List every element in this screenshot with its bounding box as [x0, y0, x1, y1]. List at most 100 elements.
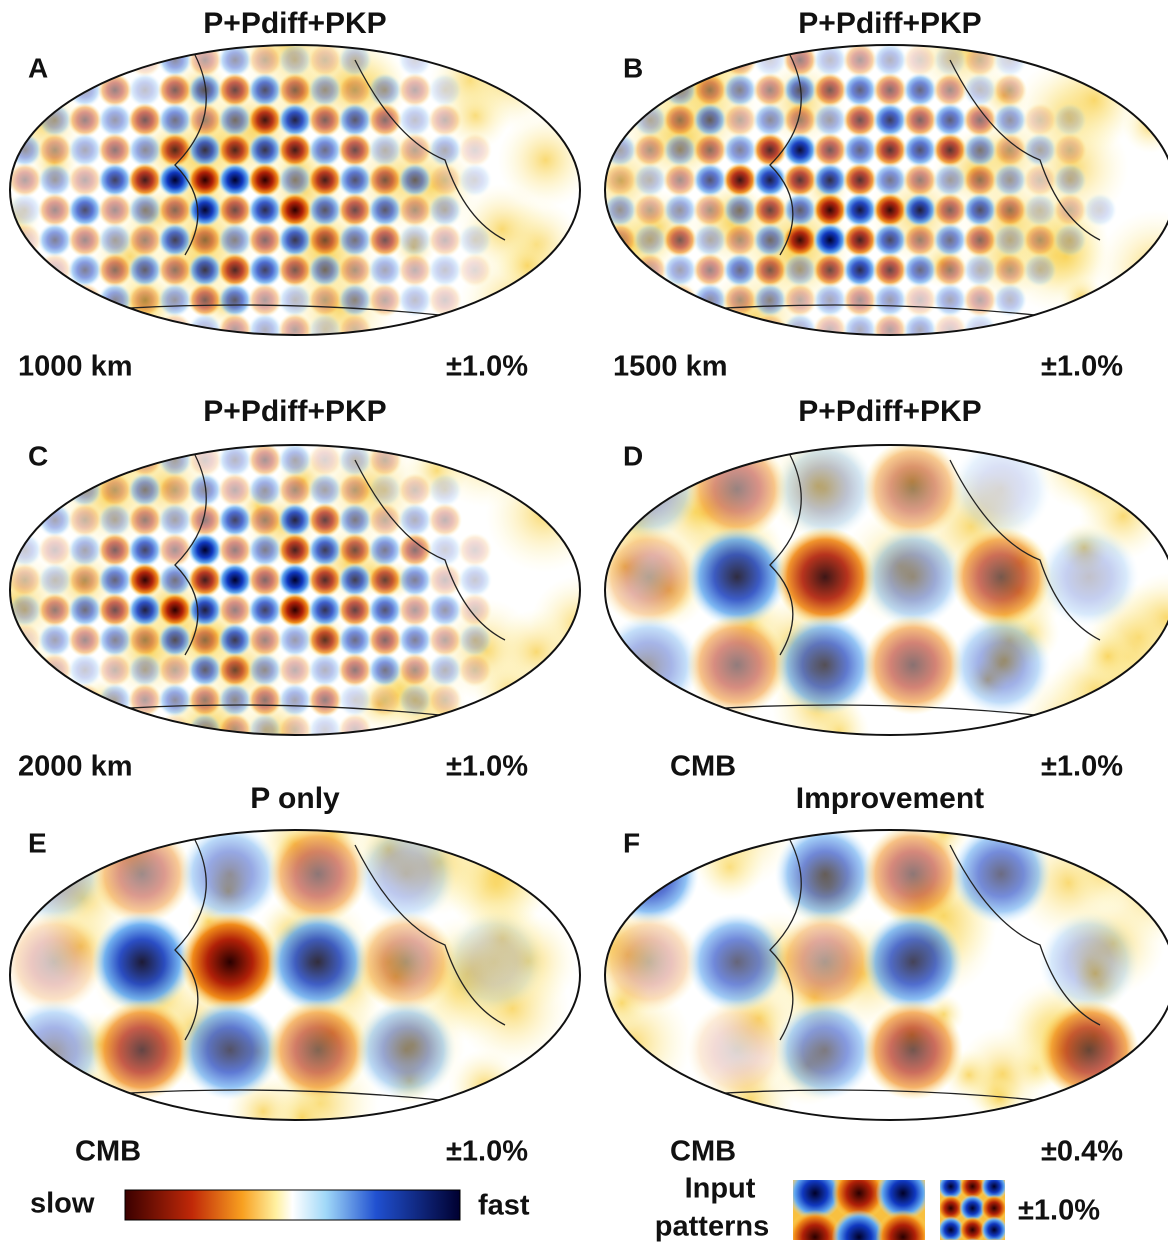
anomaly	[963, 283, 997, 317]
anomaly	[398, 653, 432, 687]
anomaly	[180, 1000, 280, 1100]
anomaly	[428, 653, 462, 687]
anomaly	[248, 103, 282, 137]
anomaly	[68, 533, 102, 567]
anomaly	[1039, 527, 1139, 627]
anomaly	[128, 223, 162, 257]
anomaly	[188, 683, 222, 717]
anomaly	[633, 103, 667, 137]
anomaly	[68, 73, 102, 107]
panel: P+Pdiff+PKPC2000 km±1.0%	[0, 394, 628, 782]
pattern-small	[937, 1151, 1007, 1247]
anomaly	[308, 563, 342, 597]
anomaly	[723, 103, 757, 137]
anomaly	[158, 533, 192, 567]
range-label: ±1.0%	[446, 751, 528, 783]
depth-label: 2000 km	[18, 751, 133, 783]
anomaly	[68, 713, 102, 747]
anomaly	[753, 133, 787, 167]
pattern-cell	[832, 1122, 887, 1177]
anomaly	[368, 623, 402, 657]
anomaly	[188, 283, 222, 317]
anomaly	[248, 473, 282, 507]
pattern-field	[788, 1122, 931, 1247]
anomaly	[38, 193, 72, 227]
panel: P+Pdiff+PKPDCMB±1.0%	[578, 395, 1168, 783]
anomaly	[903, 103, 937, 137]
anomaly	[98, 163, 132, 197]
anomaly	[723, 73, 757, 107]
anomaly	[128, 133, 162, 167]
anomaly	[863, 439, 963, 539]
anomaly	[863, 912, 963, 1012]
anomaly	[368, 503, 402, 537]
anomaly	[1023, 103, 1057, 137]
anomaly	[308, 73, 342, 107]
range-label: ±0.4%	[1041, 1136, 1123, 1168]
anomaly	[68, 133, 102, 167]
anomaly	[573, 825, 658, 910]
anomaly	[338, 653, 372, 687]
anomaly	[873, 133, 907, 167]
anomaly	[663, 163, 697, 197]
anomaly	[903, 313, 937, 347]
anomaly	[494, 609, 579, 694]
anomaly	[128, 253, 162, 287]
anomaly	[368, 563, 402, 597]
anomaly	[693, 313, 727, 347]
panel-letter: D	[623, 440, 643, 471]
anomaly	[398, 193, 432, 227]
anomaly	[8, 473, 42, 507]
map-field	[0, 794, 600, 1163]
anomaly	[933, 163, 967, 197]
anomaly	[633, 193, 667, 227]
pattern-cell	[959, 1151, 986, 1178]
anomaly	[92, 912, 192, 1012]
anomaly	[603, 133, 637, 167]
anomaly	[485, 456, 602, 573]
anomaly	[218, 253, 252, 287]
anomaly	[278, 283, 312, 317]
anomaly	[633, 223, 667, 257]
anomaly	[753, 43, 787, 77]
anomaly	[633, 133, 667, 167]
anomaly	[933, 253, 967, 287]
depth-label: 1000 km	[18, 351, 133, 383]
anomaly	[308, 593, 342, 627]
anomaly	[218, 73, 252, 107]
anomaly	[308, 443, 342, 477]
anomaly	[963, 103, 997, 137]
anomaly	[188, 473, 222, 507]
anomaly	[158, 653, 192, 687]
anomaly	[993, 223, 1027, 257]
anomaly	[308, 193, 342, 227]
anomaly	[1053, 103, 1087, 137]
anomaly	[368, 283, 402, 317]
anomaly	[368, 223, 402, 257]
anomaly	[158, 473, 192, 507]
anomaly	[933, 133, 967, 167]
anomaly	[278, 653, 312, 687]
figure: P+Pdiff+PKPA1000 km±1.0%P+Pdiff+PKPB1500…	[0, 0, 1168, 1247]
anomaly	[963, 193, 997, 227]
anomaly	[428, 593, 462, 627]
colorbar: slow fast	[30, 1188, 530, 1222]
anomaly	[1023, 253, 1057, 287]
anomaly	[873, 193, 907, 227]
anomaly	[903, 253, 937, 287]
anomaly	[633, 163, 667, 197]
anomaly	[783, 43, 817, 77]
anomaly	[1083, 193, 1117, 227]
anomaly	[903, 43, 937, 77]
anomaly	[338, 283, 372, 317]
anomaly	[98, 223, 132, 257]
anomaly	[68, 163, 102, 197]
anomaly	[687, 439, 787, 539]
anomaly	[128, 73, 162, 107]
anomaly	[248, 163, 282, 197]
panel-letter: F	[623, 827, 640, 858]
anomaly	[248, 593, 282, 627]
anomaly	[98, 133, 132, 167]
anomaly	[278, 193, 312, 227]
anomaly	[188, 103, 222, 137]
